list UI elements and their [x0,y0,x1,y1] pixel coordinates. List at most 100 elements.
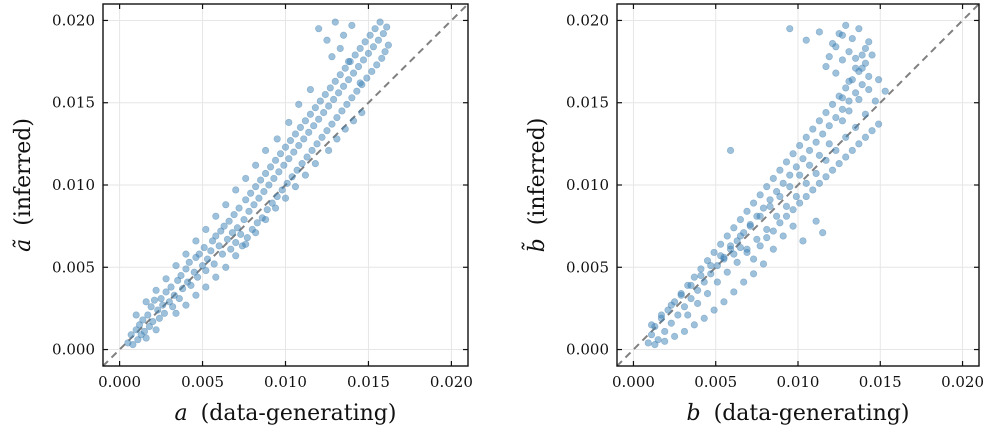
left-data-point [144,311,152,319]
left-data-point [132,326,140,334]
left-data-point [280,161,288,169]
left-data-point [170,291,178,299]
left-data-point [315,25,323,33]
right-x-label-text: (data-generating) [714,401,910,426]
right-data-point [773,187,781,196]
right-x-symbol: b [687,401,701,426]
right-y-tick-label: 0.010 [566,176,609,194]
left-data-point [333,135,341,143]
left-data-point [242,196,250,204]
right-data-point [875,120,883,128]
left-data-point [203,255,212,263]
left-data-point [182,265,190,273]
right-x-tick-label: 0.000 [612,373,655,391]
left-data-point [202,266,210,275]
right-data-point [759,260,768,268]
right-data-point [690,273,698,281]
right-data-point [723,232,731,240]
right-scatter-panel: 0.000 0.005 0.010 0.015 0.020 0.000 0.005 0.01… [520,3,984,426]
left-data-point [339,82,348,90]
right-y-label-text: (inferred) [525,118,550,226]
right-data-point [861,110,870,118]
right-data-point [647,331,656,339]
left-data-point [142,334,150,342]
left-data-point [303,153,311,161]
left-data-point [270,174,278,183]
right-data-point [746,222,754,230]
right-data-point [796,141,804,150]
left-data-point [157,294,165,303]
right-data-point [726,242,735,250]
left-y-tick-label: 0.000 [52,341,95,359]
left-data-point [190,268,198,276]
right-data-point [789,206,797,214]
left-data-point [169,303,177,311]
left-data-point [179,285,187,293]
left-data-point [223,235,232,243]
right-data-point [680,303,689,311]
right-data-point [832,69,840,77]
right-data-point [776,219,784,227]
left-data-point [232,238,240,247]
left-scatter-panel: 0.000 0.005 0.010 0.015 0.020 0.000 0.005 0.01… [11,3,473,426]
left-data-point [185,258,193,266]
left-data-point [228,229,237,237]
right-y-tick-label: 0.005 [566,258,609,276]
right-data-point [697,265,705,273]
right-y-tick-labels: 0.000 0.005 0.010 0.015 0.020 [566,11,609,358]
left-data-point [310,122,318,130]
left-data-point [134,336,142,344]
left-data-point [152,286,160,294]
left-data-point [177,271,185,280]
left-x-axis-label: a (data-generating) [175,401,397,426]
left-data-point [344,76,353,84]
left-data-point [155,314,164,322]
right-data-point [736,243,745,252]
left-data-point [311,104,319,112]
left-data-point [182,301,190,309]
left-data-point [281,194,290,202]
right-data-point [848,34,856,43]
left-data-point [325,146,333,155]
right-data-point [756,242,764,250]
right-data-point [740,278,748,286]
left-data-point [174,276,182,285]
right-data-point [647,321,656,329]
right-data-point [865,85,873,94]
right-data-point [875,76,883,84]
right-data-point [832,113,840,122]
left-data-point [149,317,157,326]
right-data-point [684,311,692,319]
right-data-point [726,146,735,155]
left-data-point [240,215,248,224]
right-data-point [713,278,721,286]
right-data-point [644,339,652,347]
right-data-point [848,146,856,155]
left-data-point [268,199,276,207]
right-data-point [720,298,728,306]
right-data-point [786,183,794,191]
right-data-point [865,72,873,80]
left-data-point [288,173,296,181]
left-data-point [275,168,283,176]
left-data-point [261,215,270,224]
left-y-symbol: ã [11,239,36,252]
left-data-point [162,275,170,283]
right-data-point [851,64,860,72]
left-data-point [331,77,339,85]
right-points [644,21,889,349]
right-x-tick-label: 0.015 [859,373,902,391]
left-data-point [356,79,364,87]
right-data-point [835,160,843,168]
right-data-point [802,179,810,187]
left-data-point [152,326,160,334]
right-data-point [782,158,791,166]
right-data-point [865,38,873,46]
left-data-point [215,242,223,250]
left-data-point [330,95,338,104]
right-data-point [855,140,863,148]
right-data-point [828,100,837,108]
left-data-point [247,189,255,197]
right-data-point [805,146,814,155]
right-y-symbol: b̃ [520,238,550,252]
